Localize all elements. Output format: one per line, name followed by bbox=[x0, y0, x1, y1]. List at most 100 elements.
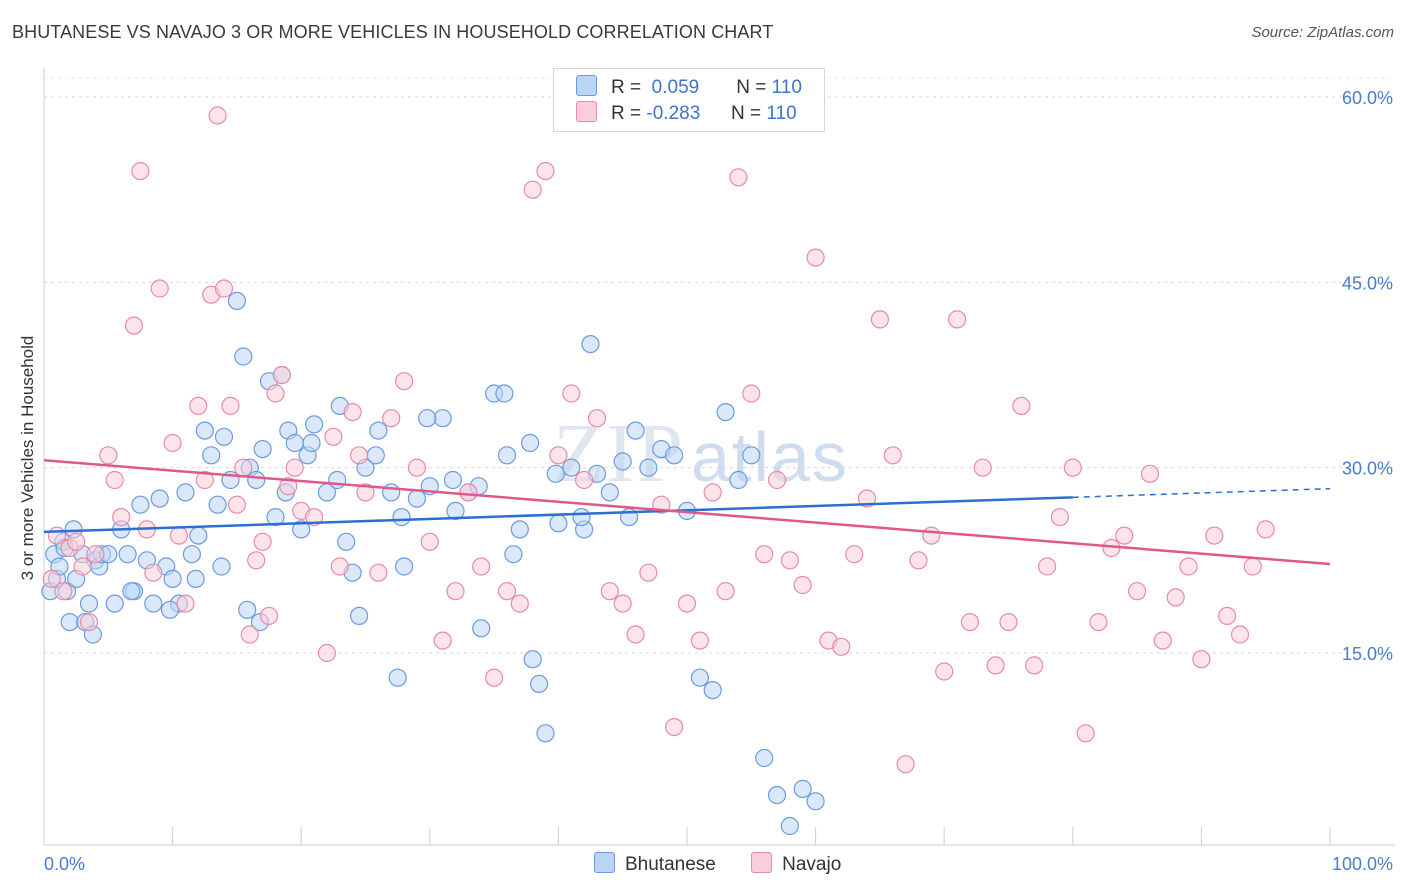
point-bhutanese bbox=[472, 619, 491, 638]
point-bhutanese bbox=[639, 458, 658, 477]
point-navajo bbox=[574, 470, 594, 490]
point-bhutanese bbox=[600, 483, 619, 502]
point-bhutanese bbox=[79, 594, 99, 613]
point-navajo bbox=[1012, 396, 1031, 415]
point-navajo bbox=[234, 458, 253, 477]
point-bhutanese bbox=[305, 415, 324, 434]
chart-title: BHUTANESE VS NAVAJO 3 OR MORE VEHICLES I… bbox=[12, 22, 774, 42]
point-bhutanese bbox=[266, 507, 285, 527]
point-bhutanese bbox=[546, 464, 565, 483]
source-credit: Source: ZipAtlas.com bbox=[1251, 24, 1394, 41]
point-navajo bbox=[1037, 557, 1057, 576]
point-bhutanese bbox=[238, 600, 257, 619]
point-navajo bbox=[1076, 724, 1095, 743]
point-bhutanese bbox=[613, 452, 632, 471]
point-navajo bbox=[1025, 656, 1044, 675]
point-navajo bbox=[1050, 507, 1070, 527]
point-navajo bbox=[253, 532, 272, 551]
point-navajo bbox=[433, 631, 452, 650]
point-bhutanese bbox=[729, 470, 748, 490]
point-bhutanese bbox=[144, 594, 163, 613]
point-navajo bbox=[1140, 464, 1160, 483]
point-bhutanese bbox=[690, 668, 710, 687]
point-bhutanese bbox=[388, 668, 407, 687]
point-navajo bbox=[1166, 588, 1185, 607]
legend-swatch-navajo bbox=[576, 101, 597, 122]
bottom-legend: Bhutanese Navajo bbox=[594, 852, 871, 876]
point-navajo bbox=[793, 575, 812, 595]
point-navajo bbox=[883, 446, 902, 465]
point-bhutanese bbox=[212, 557, 231, 576]
point-navajo bbox=[214, 279, 234, 298]
point-navajo bbox=[1179, 557, 1198, 576]
point-navajo bbox=[973, 458, 992, 477]
point-navajo bbox=[549, 446, 568, 465]
point-navajo bbox=[324, 427, 343, 446]
point-navajo bbox=[935, 662, 954, 681]
point-navajo bbox=[221, 396, 240, 415]
point-bhutanese bbox=[562, 458, 581, 477]
point-navajo bbox=[356, 483, 375, 502]
legend-r-label: R = bbox=[611, 77, 642, 98]
point-navajo bbox=[986, 656, 1005, 675]
point-bhutanese bbox=[793, 779, 812, 799]
point-navajo bbox=[497, 582, 517, 601]
point-navajo bbox=[189, 396, 208, 415]
point-navajo bbox=[227, 495, 246, 514]
point-bhutanese bbox=[366, 446, 385, 465]
point-bhutanese bbox=[626, 421, 645, 440]
legend-r-value-navajo: -0.283 bbox=[646, 103, 701, 124]
point-navajo bbox=[510, 594, 529, 613]
point-bhutanese bbox=[716, 403, 735, 422]
bottom-legend-bhutanese[interactable]: Bhutanese bbox=[594, 852, 716, 876]
trend-lines bbox=[43, 459, 1331, 566]
point-bhutanese bbox=[234, 347, 253, 366]
point-navajo bbox=[1243, 557, 1262, 576]
point-navajo bbox=[562, 384, 581, 403]
point-bhutanese bbox=[523, 650, 542, 669]
point-bhutanese bbox=[186, 569, 205, 589]
point-navajo bbox=[369, 563, 388, 582]
point-navajo bbox=[845, 545, 864, 564]
point-navajo bbox=[47, 526, 67, 545]
point-navajo bbox=[1089, 612, 1108, 632]
legend-r-value-bhutanese: 0.059 bbox=[651, 77, 700, 98]
point-navajo bbox=[42, 569, 61, 589]
point-navajo bbox=[73, 557, 92, 576]
point-bhutanese bbox=[105, 594, 124, 613]
point-bhutanese bbox=[337, 532, 356, 551]
point-bhutanese bbox=[302, 433, 321, 453]
point-navajo bbox=[626, 625, 645, 644]
legend-row-navajo: R = -0.283 N = 110 bbox=[576, 101, 797, 129]
point-navajo bbox=[677, 594, 697, 613]
point-navajo bbox=[105, 470, 124, 490]
point-navajo bbox=[86, 545, 105, 564]
point-bhutanese bbox=[495, 384, 514, 403]
series-bhutanese-points bbox=[41, 291, 825, 836]
point-bhutanese bbox=[392, 507, 411, 527]
point-navajo bbox=[703, 483, 722, 502]
point-navajo bbox=[960, 612, 980, 632]
y-tick-label: 15.0% bbox=[1342, 644, 1393, 664]
point-navajo bbox=[1192, 650, 1211, 669]
point-bhutanese bbox=[382, 483, 401, 502]
legend-n-label: N = bbox=[730, 103, 762, 124]
point-navajo bbox=[99, 446, 118, 465]
point-bhutanese bbox=[664, 446, 684, 465]
bottom-legend-navajo[interactable]: Navajo bbox=[751, 852, 841, 876]
legend-box: R = 0.059 N = 110 R = -0.283 N = 110 bbox=[553, 68, 825, 132]
point-bhutanese bbox=[253, 440, 272, 459]
point-navajo bbox=[1115, 526, 1134, 545]
point-bhutanese bbox=[247, 470, 266, 490]
point-bhutanese bbox=[767, 785, 787, 805]
point-bhutanese bbox=[549, 514, 568, 533]
point-bhutanese bbox=[208, 495, 227, 514]
point-bhutanese bbox=[350, 606, 369, 626]
point-navajo bbox=[407, 458, 426, 477]
point-navajo bbox=[896, 755, 915, 774]
point-navajo bbox=[639, 563, 658, 582]
x-axis-ticks bbox=[43, 827, 1331, 845]
point-bhutanese bbox=[292, 520, 311, 539]
point-navajo bbox=[54, 582, 73, 601]
trend-line-extension-bhutanese bbox=[1072, 487, 1331, 499]
